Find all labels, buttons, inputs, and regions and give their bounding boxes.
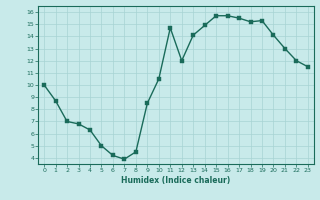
X-axis label: Humidex (Indice chaleur): Humidex (Indice chaleur) xyxy=(121,176,231,185)
